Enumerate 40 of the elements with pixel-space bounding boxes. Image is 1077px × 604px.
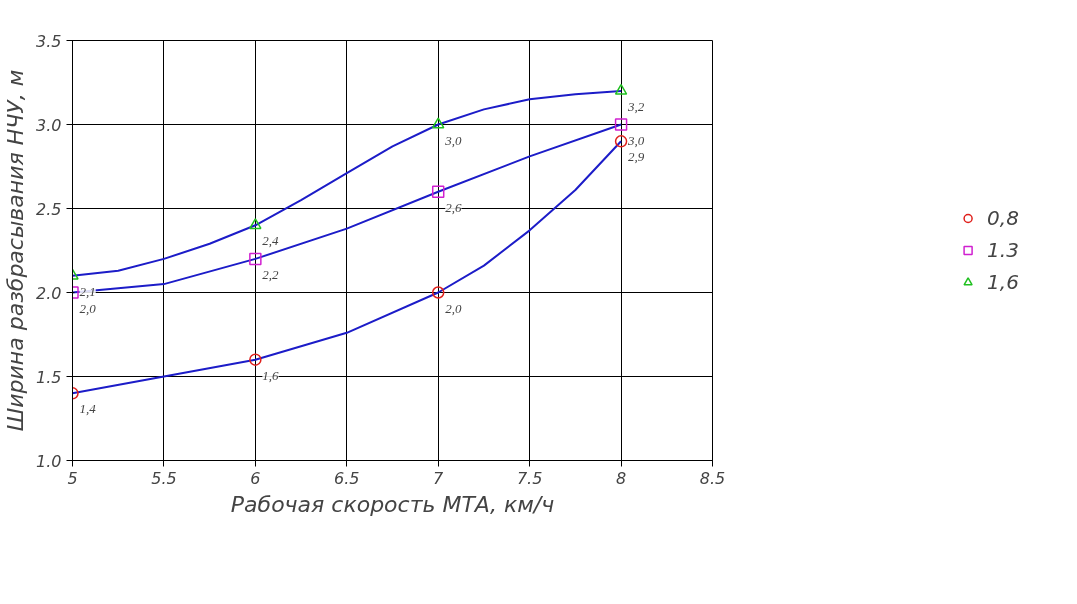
y-tick-label: 2.0 [36,283,62,303]
legend-label: 1,6 [987,270,1019,294]
data-label: 2,2 [262,266,280,282]
point [614,118,628,131]
point [431,185,445,198]
y-tick-label: 1.5 [36,367,62,387]
data-label: 3,0 [444,132,462,148]
x-axis-title: Рабочая скорость МТА, км/ч [230,491,555,517]
data-label: 3,0 [627,132,645,148]
point [614,83,628,95]
legend-label: 1.3 [987,238,1019,262]
y-tick-label: 3.5 [36,31,62,51]
data-label: 1,6 [262,367,280,383]
x-tick-label: 7 [433,468,445,488]
x-tick-label: 6 [250,468,261,488]
x-tick-label: 8 [615,468,627,488]
y-tick-label: 2.5 [36,199,62,219]
point [431,117,445,129]
x-tick-label: 7.5 [516,468,543,488]
data-label: 3,2 [627,98,645,114]
data-label: 2,6 [445,199,462,215]
data-label: 2,4 [262,233,280,249]
y-tick-label: 3.0 [36,115,62,135]
y-axis-title: Ширина разбрасывания НЧУ, м [3,69,29,432]
x-tick-label: 5 [67,468,78,488]
y-tick-label: 1.0 [36,451,62,471]
legend-label: 0,8 [987,206,1019,230]
data-label: 2,0 [79,300,97,316]
data-label: 2,1 [79,283,96,299]
x-tick-label: 8.5 [699,468,726,488]
x-tick-label: 5.5 [151,468,177,488]
point [614,135,628,148]
point [431,286,445,299]
point [249,218,262,230]
point [249,353,262,366]
data-label: 1,4 [79,401,97,417]
data-label: 2,9 [628,149,645,165]
point [249,252,262,266]
data-label: 2,0 [445,300,462,316]
x-tick-label: 6.5 [334,468,360,488]
